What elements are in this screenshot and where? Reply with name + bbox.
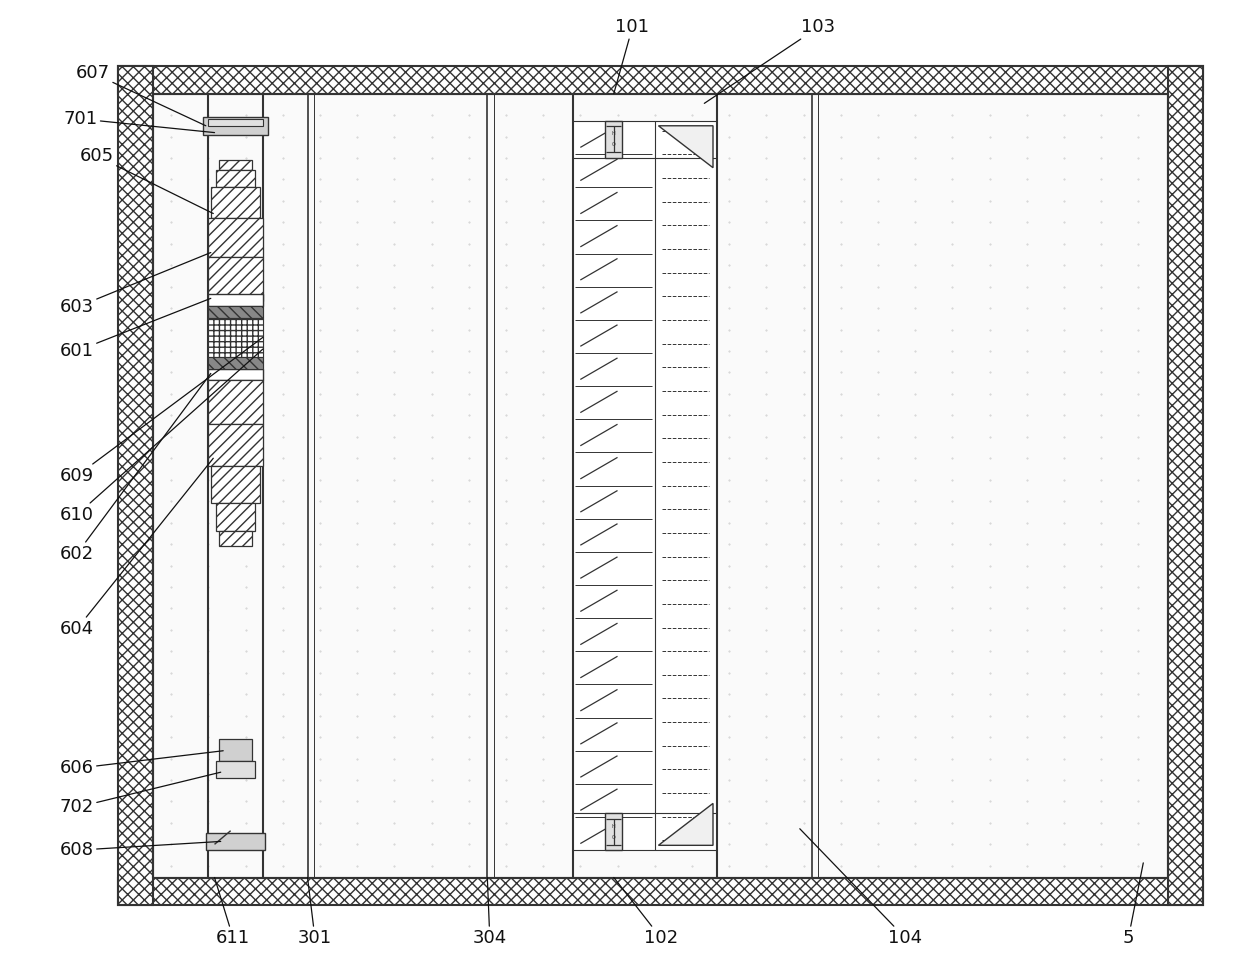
Text: 601: 601	[60, 298, 211, 360]
Text: 104: 104	[800, 829, 923, 947]
Text: H: H	[611, 824, 616, 829]
Bar	[118, 66, 1203, 94]
Bar	[216, 760, 255, 778]
Bar	[208, 369, 263, 380]
Text: O: O	[611, 142, 616, 147]
Text: O: O	[611, 835, 616, 839]
Bar	[208, 294, 263, 306]
Text: 701: 701	[63, 110, 215, 133]
Bar	[219, 531, 252, 546]
Text: 304: 304	[472, 878, 507, 947]
Bar	[605, 813, 622, 850]
Bar	[208, 218, 263, 257]
Text: 702: 702	[60, 772, 221, 816]
Text: 605: 605	[79, 147, 213, 214]
Text: 606: 606	[60, 751, 223, 777]
Bar	[1168, 66, 1203, 905]
Text: 602: 602	[60, 373, 211, 563]
Bar	[211, 187, 260, 218]
Bar	[203, 117, 268, 135]
Bar	[208, 357, 263, 369]
Bar	[118, 878, 1203, 905]
Text: 611: 611	[215, 878, 250, 947]
Bar	[208, 119, 263, 126]
Bar	[605, 121, 622, 158]
Bar	[219, 160, 252, 170]
Bar	[655, 121, 717, 850]
Bar	[208, 257, 263, 301]
Bar	[573, 121, 655, 850]
Text: 610: 610	[60, 349, 263, 524]
Bar	[118, 66, 153, 905]
Text: 101: 101	[614, 19, 650, 94]
Text: 301: 301	[298, 878, 332, 947]
Bar	[208, 424, 263, 466]
Text: 609: 609	[60, 337, 263, 485]
Bar	[208, 380, 263, 424]
Bar	[153, 94, 1168, 878]
Polygon shape	[658, 803, 713, 845]
Polygon shape	[658, 126, 713, 168]
Text: 604: 604	[60, 458, 213, 638]
Bar	[216, 503, 255, 531]
Text: 103: 103	[704, 19, 836, 103]
Bar	[219, 739, 252, 760]
Text: 608: 608	[60, 841, 221, 859]
Bar	[211, 466, 260, 503]
Bar	[208, 306, 263, 318]
Text: 5: 5	[1122, 863, 1143, 947]
Bar	[208, 318, 263, 357]
Bar	[216, 170, 255, 187]
Text: 102: 102	[614, 878, 678, 947]
Bar	[206, 833, 265, 850]
Text: 603: 603	[60, 253, 211, 316]
Text: 607: 607	[76, 64, 206, 126]
Text: H: H	[611, 132, 616, 136]
